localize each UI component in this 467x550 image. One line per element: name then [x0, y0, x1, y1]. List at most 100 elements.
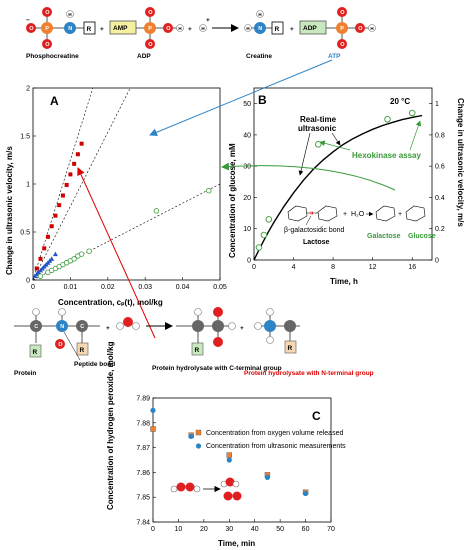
atom-letter: O	[166, 26, 171, 32]
data-point	[150, 426, 156, 432]
panel-b-ylabel-left: Concentration of glucose, mM	[228, 143, 237, 258]
x-tick-label: 0	[31, 284, 35, 291]
x-tick-label: 0	[151, 526, 155, 533]
green-link-arrow	[221, 162, 396, 191]
panel-b-ylabel-right: Change in ultrasonic velocity, m/s	[456, 98, 465, 227]
hydrogen-ion	[199, 24, 207, 32]
data-point	[71, 256, 77, 262]
y-tick-label: 20	[243, 195, 251, 202]
r-group-label: R	[288, 345, 293, 352]
panel-b: B 20 °C Concentration of glucose, mM Cha…	[228, 87, 465, 286]
data-point	[75, 152, 80, 157]
y-tick-label: 40	[243, 132, 251, 139]
panel-a-ticks: 0 0.01 0.02 0.03 0.04 0.05 0 0.5 1 1.5 2	[20, 86, 227, 292]
adp-label: ADP	[137, 53, 151, 60]
panel-a-xlabel: Concentration, cₚ(t), mol/kg	[58, 298, 163, 307]
creatine-structure: R Creatine N H H	[244, 10, 284, 60]
atom-letter: H	[246, 26, 249, 31]
data-point	[188, 433, 194, 440]
x-tick-label: 0.05	[213, 284, 227, 291]
creatine-label: Creatine	[246, 53, 272, 60]
panel-c-label: C	[312, 409, 321, 423]
x-tick-label: 0.02	[101, 284, 115, 291]
x-tick-label: 30	[225, 526, 233, 533]
y-tick-label: 0	[247, 258, 251, 265]
hydrogen-atom	[368, 24, 376, 32]
oxygen-atom	[337, 7, 347, 17]
x-tick-label: 40	[251, 526, 259, 533]
panel-b-label: B	[258, 93, 267, 107]
r-group-box	[83, 21, 96, 35]
data-point	[49, 224, 54, 229]
plus-sign: +	[106, 325, 110, 332]
atom-letter: O	[45, 42, 50, 48]
atom-letter: N	[60, 324, 64, 330]
panel-c-xlabel: Time, min	[218, 539, 255, 548]
y-tick-label: 7.85	[136, 495, 150, 502]
trend-line	[32, 183, 221, 281]
lactose-structure: O	[287, 205, 338, 222]
y-tick-label: 7.84	[136, 520, 150, 527]
panel-c-frame	[152, 397, 332, 523]
n-terminal-structure: R Protein hydrolysate with N-terminal gr…	[244, 308, 374, 377]
panel-c-ticks: 0 10 20 30 40 50 60 70 7.84 7.85 7.86 7.87 7.88 7.89	[136, 396, 335, 534]
data-point	[226, 452, 232, 458]
data-point	[52, 251, 58, 257]
data-point	[42, 246, 47, 251]
r-group-label: R	[80, 347, 85, 354]
x-tick-label: 4	[292, 264, 296, 271]
y2-tick-label: 0.8	[435, 132, 445, 139]
data-point	[86, 248, 92, 254]
panel-a-marks	[32, 87, 221, 281]
charge-minus: −	[26, 17, 30, 24]
assay-point	[260, 231, 268, 239]
panel-c: C Concentration of hydrogen peroxide, mo…	[106, 341, 346, 548]
carbon-atom	[30, 320, 42, 332]
y2-tick-label: 1	[435, 101, 439, 108]
y-tick-label: 10	[243, 226, 251, 233]
y2-tick-label: 0.2	[435, 226, 445, 233]
y-tick-label: 0.5	[20, 230, 30, 237]
phosphocreatine-label: Phosphocreatine	[26, 53, 79, 60]
atom-letter: H	[201, 26, 204, 31]
peptide-bond-label: Peptide bond	[74, 361, 115, 368]
panel-c-legend: Concentration from oxygen volume release…	[195, 429, 346, 450]
carbon-atom	[76, 320, 88, 332]
top-reaction: − R Phosphocreatine O O O P N H + AMP ADP O O O…	[26, 7, 376, 60]
atom-letter: P	[340, 26, 344, 32]
oxygen-atom	[310, 211, 314, 215]
y-tick-label: 7.88	[136, 420, 150, 427]
beta-galactosidic-bond-label: β-galactosidic bond	[284, 227, 345, 234]
assay-point	[384, 116, 391, 123]
atom-letter: H	[370, 26, 373, 31]
hydrogen-atom	[244, 24, 252, 32]
data-point	[153, 208, 160, 214]
glucose-label: Glucose	[408, 233, 436, 240]
x-tick-label: 0.01	[64, 284, 78, 291]
atom-letter: O	[148, 42, 153, 48]
x-tick-label: 8	[331, 264, 335, 271]
data-point	[45, 234, 50, 239]
atom-letter: P	[148, 26, 152, 32]
galactose-structure	[375, 205, 396, 222]
panel-b-ticks: 0 4 8 12 16 0 10 20 30 40 50 0 0.2 0.4 0.6 0.8 1	[243, 101, 445, 271]
nitrogen-atom	[56, 320, 68, 332]
x-tick-label: 16	[408, 264, 416, 271]
data-point	[226, 457, 232, 463]
x-tick-label: 20	[200, 526, 208, 533]
data-point	[150, 407, 156, 413]
x-tick-label: 0	[252, 264, 256, 271]
y-tick-label: 7.89	[136, 396, 150, 403]
peroxide-reaction	[170, 477, 242, 501]
legend-oxygen-label: Concentration from oxygen volume release…	[206, 430, 343, 437]
legend-oxygen-swatch	[195, 429, 202, 436]
data-point	[53, 213, 58, 218]
c-terminal-label: Protein hydrolysate with C-terminal grou…	[152, 365, 282, 372]
y-tick-label: 2	[26, 86, 30, 93]
red-link-arrow	[77, 167, 156, 339]
ultrasonic-label: ultrasonic	[298, 124, 337, 133]
realtime-label: Real-time	[300, 115, 337, 124]
y-tick-label: 7.87	[136, 445, 150, 452]
nitrogen-atom	[254, 22, 266, 34]
atom-letter: O	[310, 211, 315, 217]
